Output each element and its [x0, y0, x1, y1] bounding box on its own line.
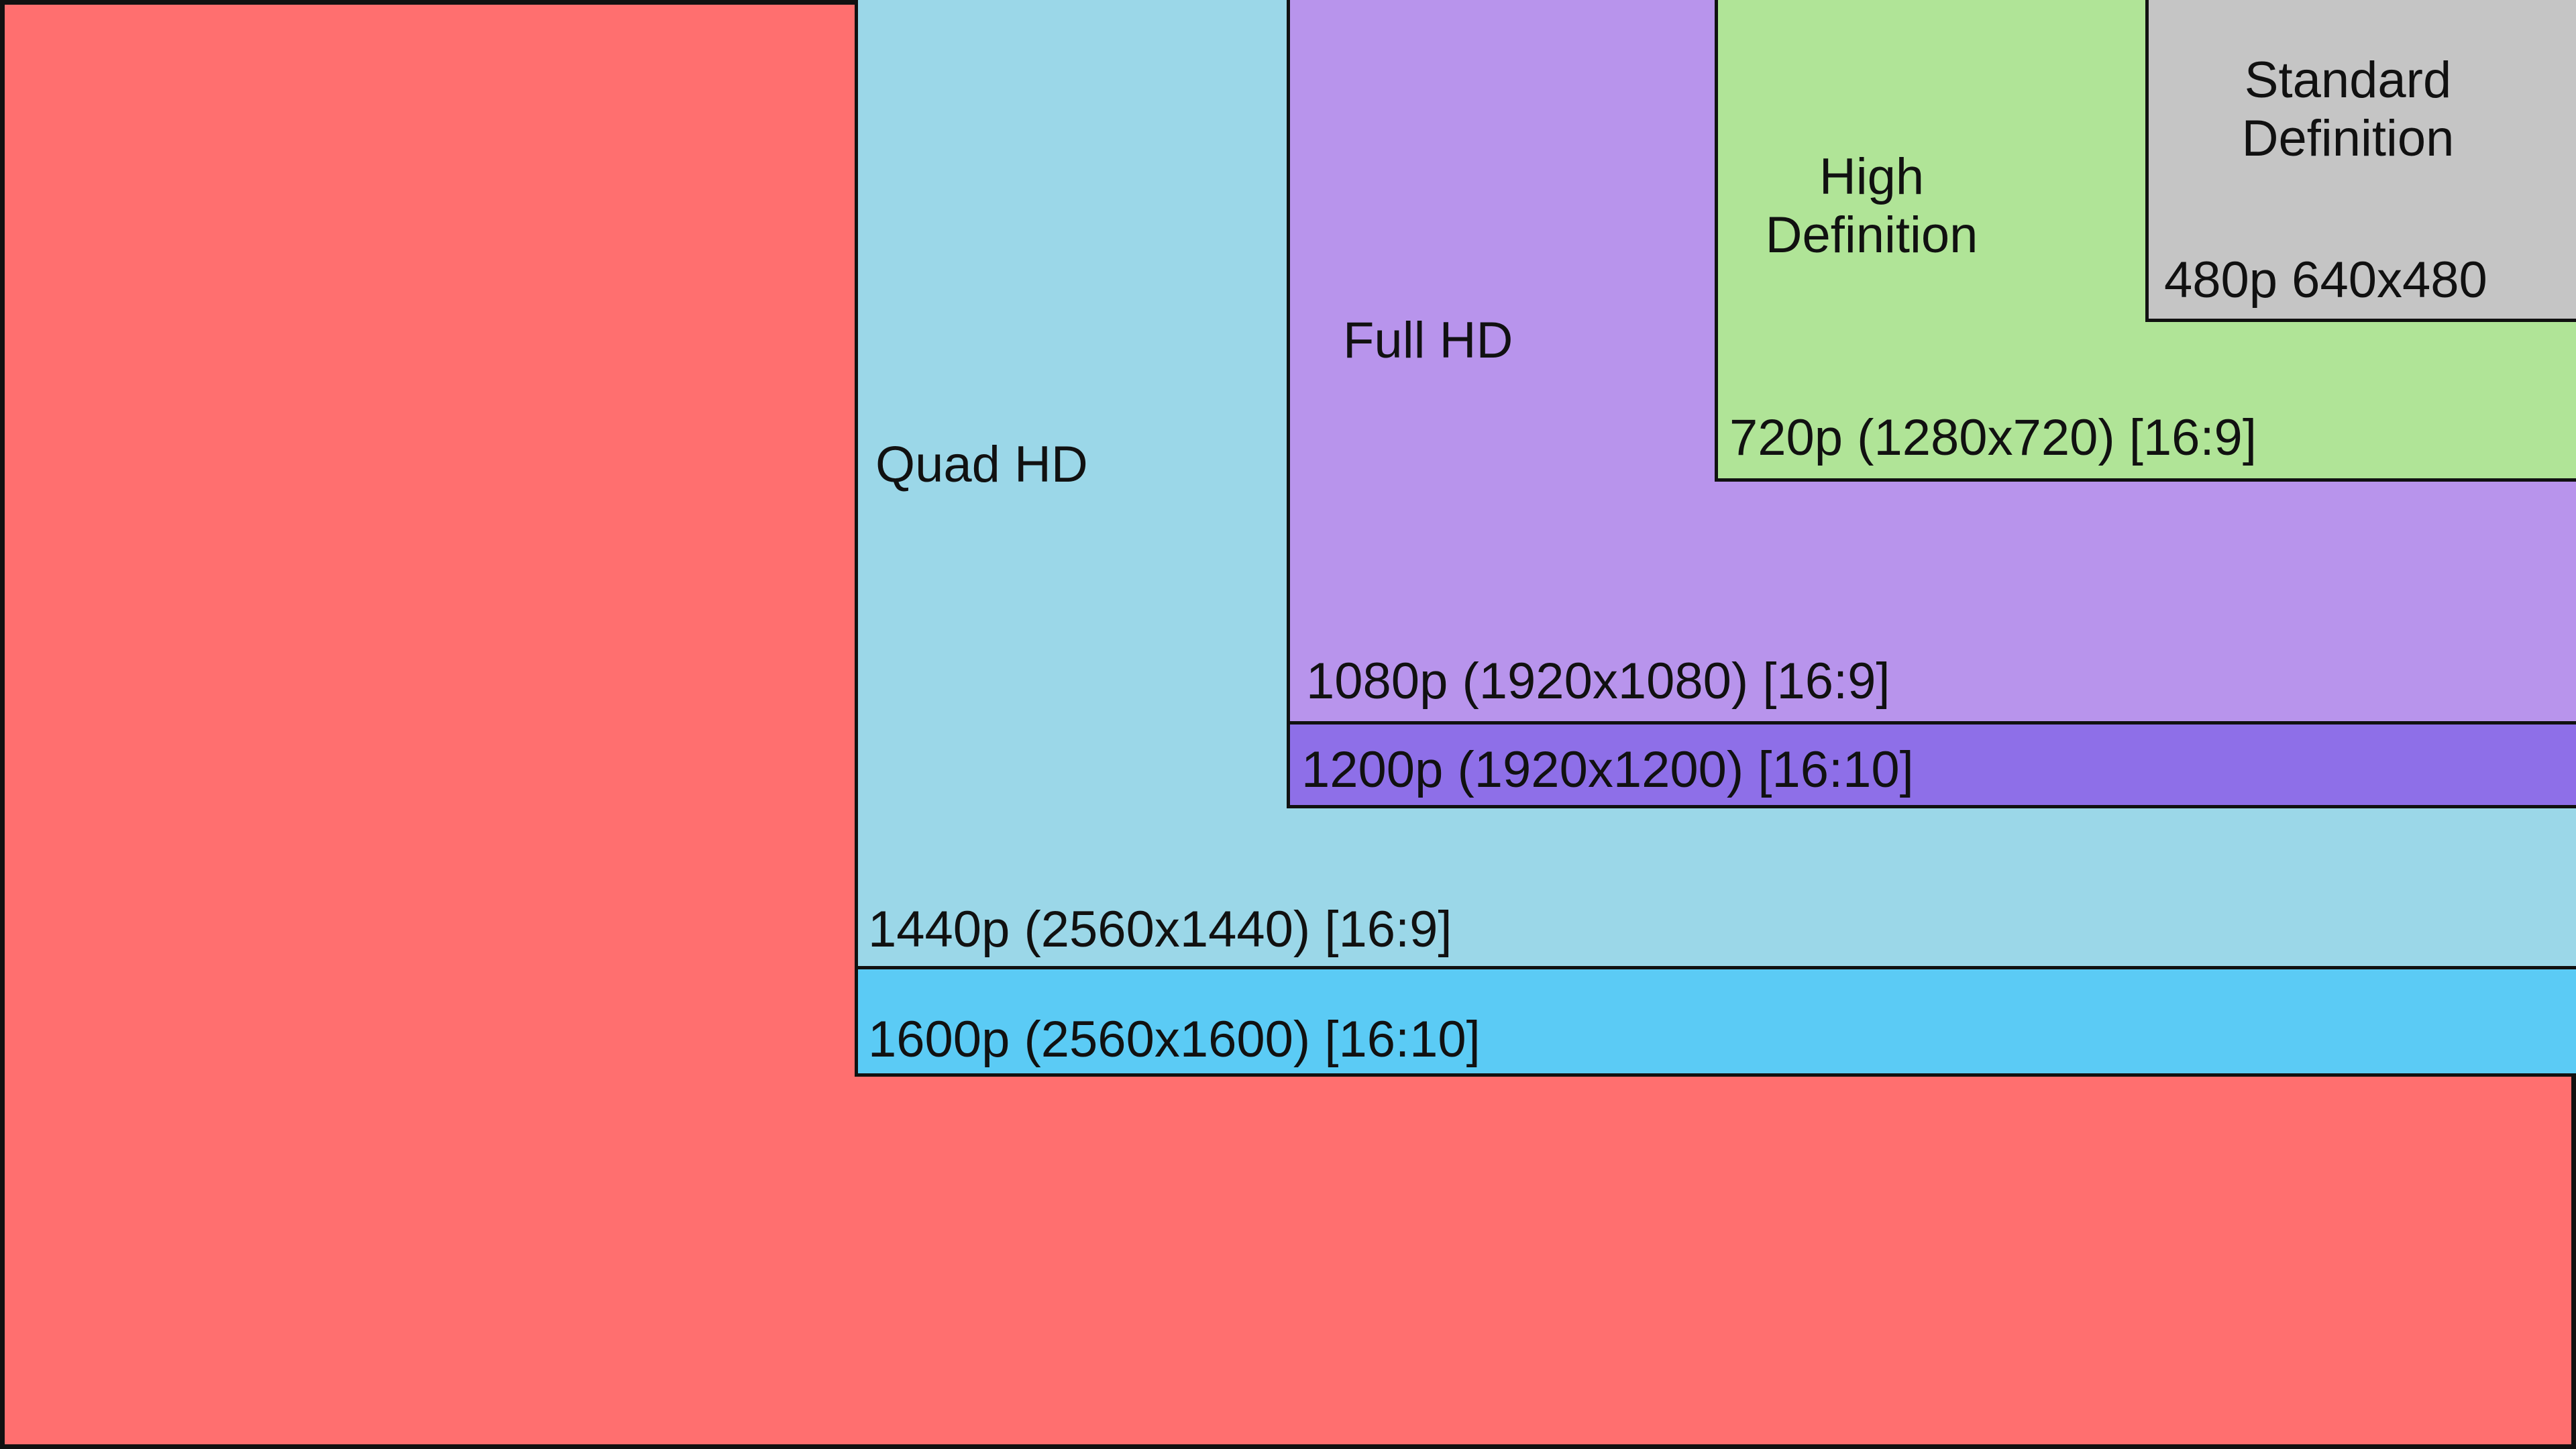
resolution-1600p-label: 1600p (2560x1600) [16:10] — [868, 1011, 1481, 1068]
resolution-480p-label: 480p 640x480 — [2164, 252, 2487, 309]
resolution-1080p-label: 1080p (1920x1080) [16:9] — [1306, 653, 1890, 710]
high-definition-label: High Definition — [1765, 148, 1978, 264]
region-480p — [2145, 0, 2576, 322]
resolution-1440p-label: 1440p (2560x1440) [16:9] — [868, 901, 1452, 958]
standard-definition-label: Standard Definition — [2241, 52, 2455, 168]
full-hd-label: Full HD — [1343, 312, 1513, 369]
quad-hd-label: Quad HD — [875, 436, 1088, 493]
resolution-1200p-label: 1200p (1920x1200) [16:10] — [1301, 741, 1914, 798]
resolution-720p-label: 720p (1280x720) [16:9] — [1729, 409, 2257, 466]
